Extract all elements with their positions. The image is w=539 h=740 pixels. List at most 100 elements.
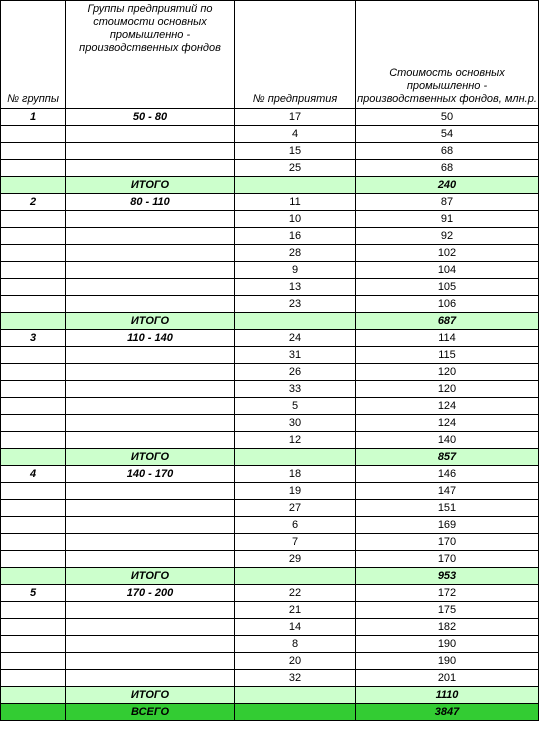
enterprise-number-cell: 26 [234, 363, 356, 381]
fund-value-cell: 170 [355, 550, 539, 568]
fund-value-cell: 146 [355, 465, 539, 483]
fund-value-cell: 92 [355, 227, 539, 245]
group-range-cell [65, 278, 235, 296]
table-row: 28 102 [0, 244, 539, 262]
group-number-cell [0, 363, 66, 381]
table-row: 14 182 [0, 618, 539, 636]
fund-value-cell: 115 [355, 346, 539, 364]
subtotal-value: 857 [355, 448, 539, 466]
group-range-cell [65, 210, 235, 228]
subtotal-row: ИТОГО 1110 [0, 686, 539, 704]
group-number-cell [0, 346, 66, 364]
fund-value-cell: 190 [355, 635, 539, 653]
enterprise-number-cell: 32 [234, 669, 356, 687]
header-enterprise-no: № предприятия [234, 0, 356, 109]
group-range-cell [65, 414, 235, 432]
fund-value-cell: 105 [355, 278, 539, 296]
group-number-cell [0, 261, 66, 279]
group-number-cell: 5 [0, 584, 66, 602]
group-range-cell: 80 - 110 [65, 193, 235, 211]
group-number-cell [0, 142, 66, 160]
subtotal-row: ИТОГО 953 [0, 567, 539, 585]
subtotal-value: 687 [355, 312, 539, 330]
table-row: 5 124 [0, 397, 539, 415]
subtotal-label: ИТОГО [65, 176, 235, 194]
fund-value-cell: 201 [355, 669, 539, 687]
group-number-cell [0, 669, 66, 687]
enterprise-number-cell: 18 [234, 465, 356, 483]
table-row: 31 115 [0, 346, 539, 364]
group-range-cell [65, 652, 235, 670]
group-range-cell [65, 550, 235, 568]
enterprise-number-cell: 12 [234, 431, 356, 449]
fund-value-cell: 68 [355, 159, 539, 177]
table-row: 27 151 [0, 499, 539, 517]
subtotal-blank-cell [234, 312, 356, 330]
group-range-cell: 110 - 140 [65, 329, 235, 347]
fund-value-cell: 91 [355, 210, 539, 228]
table-row: 21 175 [0, 601, 539, 619]
fund-value-cell: 169 [355, 516, 539, 534]
table-row: 30 124 [0, 414, 539, 432]
table-row: 32 201 [0, 669, 539, 687]
group-range-cell [65, 397, 235, 415]
fund-value-cell: 114 [355, 329, 539, 347]
subtotal-blank-cell [0, 176, 66, 194]
enterprise-number-cell: 4 [234, 125, 356, 143]
subtotal-value: 953 [355, 567, 539, 585]
table-row: 8 190 [0, 635, 539, 653]
table-row: 16 92 [0, 227, 539, 245]
table-body: 1 50 - 80 17 50 4 54 15 68 25 68 ИТОГО 240 2 80 - 110… [0, 108, 539, 721]
group-range-cell [65, 482, 235, 500]
group-number-cell [0, 414, 66, 432]
enterprise-number-cell: 7 [234, 533, 356, 551]
enterprise-number-cell: 15 [234, 142, 356, 160]
enterprise-number-cell: 9 [234, 261, 356, 279]
fund-value-cell: 170 [355, 533, 539, 551]
group-number-cell [0, 397, 66, 415]
fund-value-cell: 54 [355, 125, 539, 143]
enterprise-number-cell: 28 [234, 244, 356, 262]
enterprise-number-cell: 22 [234, 584, 356, 602]
grand-total-blank-cell [234, 703, 356, 721]
fund-value-cell: 102 [355, 244, 539, 262]
group-range-cell [65, 261, 235, 279]
header-group-range: Группы предприятий по стоимости основных… [65, 0, 235, 109]
enterprise-number-cell: 19 [234, 482, 356, 500]
enterprise-number-cell: 6 [234, 516, 356, 534]
subtotal-label: ИТОГО [65, 567, 235, 585]
group-number-cell: 2 [0, 193, 66, 211]
subtotal-label: ИТОГО [65, 686, 235, 704]
group-range-cell: 50 - 80 [65, 108, 235, 126]
table-row: 9 104 [0, 261, 539, 279]
subtotal-label: ИТОГО [65, 448, 235, 466]
fund-value-cell: 104 [355, 261, 539, 279]
table-row: 12 140 [0, 431, 539, 449]
table-row: 15 68 [0, 142, 539, 160]
table-row: 26 120 [0, 363, 539, 381]
subtotal-value: 240 [355, 176, 539, 194]
table-row: 10 91 [0, 210, 539, 228]
fund-value-cell: 124 [355, 414, 539, 432]
table-row: 23 106 [0, 295, 539, 313]
header-row: № группы Группы предприятий по стоимости… [0, 0, 539, 109]
grand-total-label: ВСЕГО [65, 703, 235, 721]
fund-value-cell: 50 [355, 108, 539, 126]
fund-value-cell: 120 [355, 380, 539, 398]
enterprise-number-cell: 25 [234, 159, 356, 177]
header-group-no: № группы [0, 0, 66, 109]
enterprise-number-cell: 29 [234, 550, 356, 568]
group-range-cell [65, 618, 235, 636]
table-row: 6 169 [0, 516, 539, 534]
enterprise-number-cell: 13 [234, 278, 356, 296]
table-row: 1 50 - 80 17 50 [0, 108, 539, 126]
header-value: Стоимость основных промышленно - произво… [355, 0, 539, 109]
fund-value-cell: 124 [355, 397, 539, 415]
subtotal-blank-cell [0, 567, 66, 585]
enterprise-number-cell: 31 [234, 346, 356, 364]
group-number-cell: 1 [0, 108, 66, 126]
subtotal-blank-cell [234, 567, 356, 585]
group-range-cell [65, 125, 235, 143]
group-number-cell [0, 550, 66, 568]
subtotal-blank-cell [234, 448, 356, 466]
